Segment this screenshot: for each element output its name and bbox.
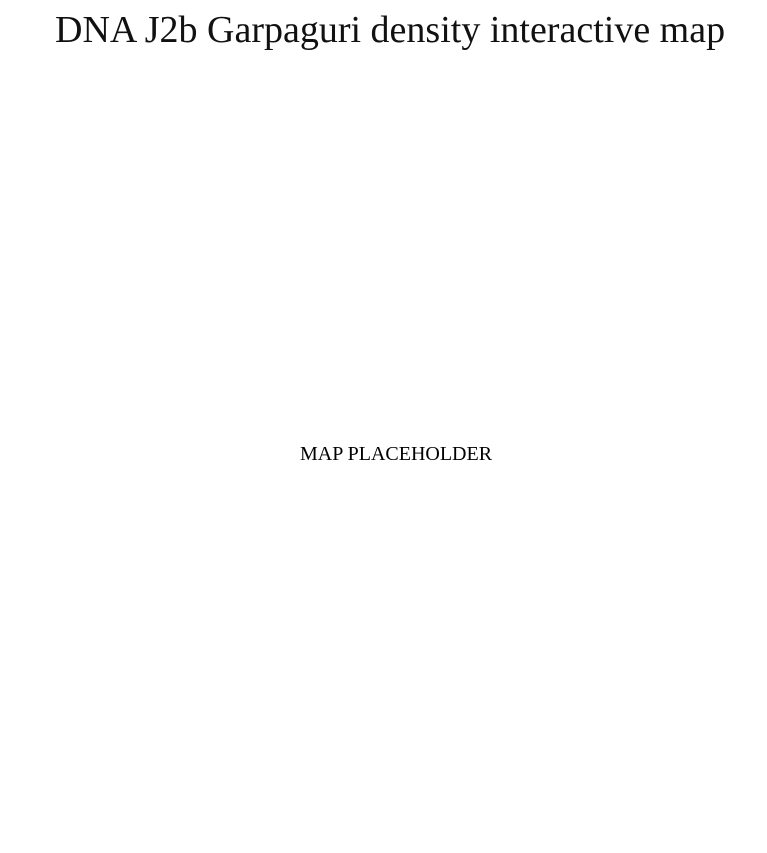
- svg-text:MAP PLACEHOLDER: MAP PLACEHOLDER: [300, 443, 493, 465]
